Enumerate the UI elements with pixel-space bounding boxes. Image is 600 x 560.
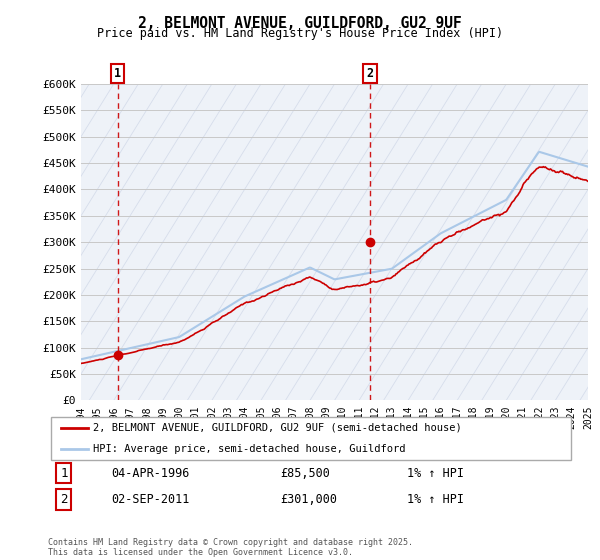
Text: 1% ↑ HPI: 1% ↑ HPI <box>407 466 464 479</box>
Text: Contains HM Land Registry data © Crown copyright and database right 2025.
This d: Contains HM Land Registry data © Crown c… <box>48 538 413 557</box>
Text: 02-SEP-2011: 02-SEP-2011 <box>112 493 190 506</box>
Text: 2, BELMONT AVENUE, GUILDFORD, GU2 9UF (semi-detached house): 2, BELMONT AVENUE, GUILDFORD, GU2 9UF (s… <box>93 423 461 433</box>
Text: 04-APR-1996: 04-APR-1996 <box>112 466 190 479</box>
Text: 1% ↑ HPI: 1% ↑ HPI <box>407 493 464 506</box>
Text: 2: 2 <box>367 67 374 80</box>
FancyBboxPatch shape <box>50 417 571 460</box>
Text: 1: 1 <box>60 466 68 479</box>
Text: 2, BELMONT AVENUE, GUILDFORD, GU2 9UF: 2, BELMONT AVENUE, GUILDFORD, GU2 9UF <box>138 16 462 31</box>
Text: 1: 1 <box>114 67 121 80</box>
Text: £301,000: £301,000 <box>280 493 337 506</box>
Text: Price paid vs. HM Land Registry's House Price Index (HPI): Price paid vs. HM Land Registry's House … <box>97 27 503 40</box>
Text: HPI: Average price, semi-detached house, Guildford: HPI: Average price, semi-detached house,… <box>93 444 406 454</box>
Text: £85,500: £85,500 <box>280 466 330 479</box>
Text: 2: 2 <box>60 493 68 506</box>
